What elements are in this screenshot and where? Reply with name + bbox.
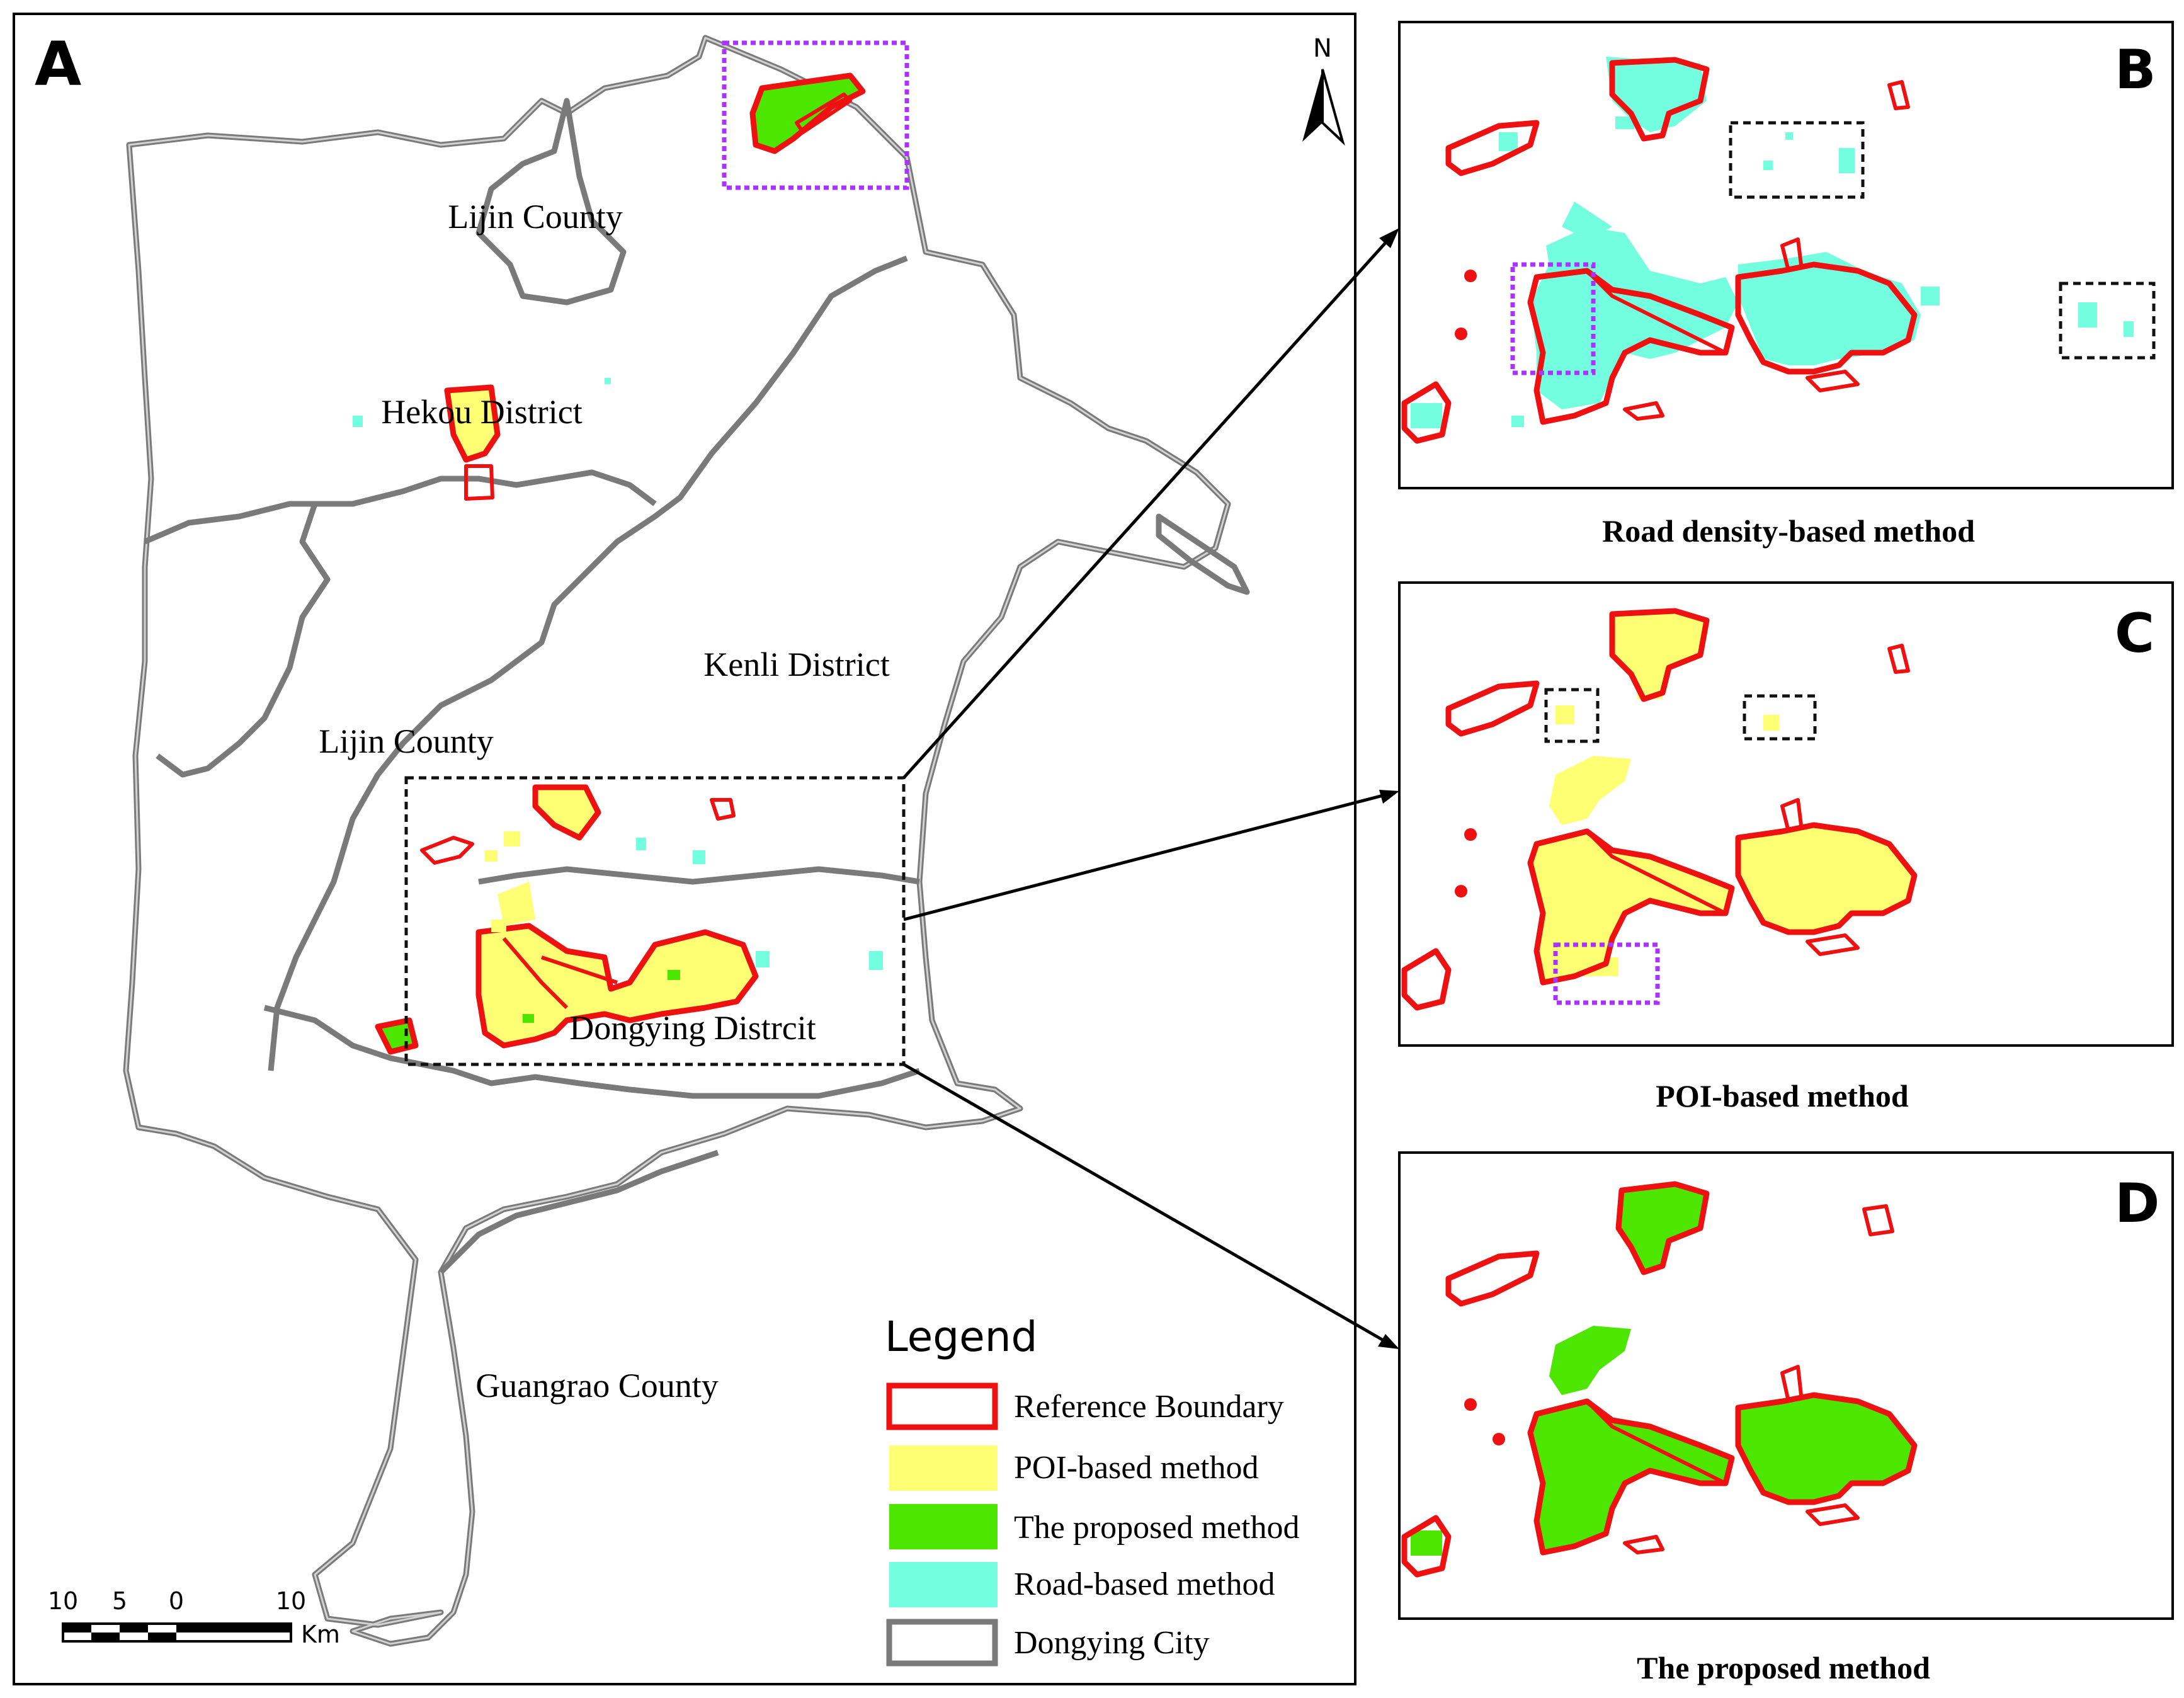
dongying-reference-boundary [475, 923, 759, 1049]
scale-tick-2: 0 [169, 1587, 184, 1615]
scale-tick-1: 5 [112, 1587, 127, 1615]
scale-bar: 10 5 0 10 Km [48, 1587, 340, 1648]
panel-b-box-1 [1729, 121, 1865, 199]
panel-d-caption: The proposed method [1637, 1650, 1930, 1685]
legend-label-reference-boundary: Reference Boundary [1014, 1389, 1284, 1425]
label-hekou-district: Hekou District [381, 393, 582, 431]
legend-label-poi: POI-based method [1014, 1450, 1258, 1486]
legend-swatch-reference-boundary [886, 1382, 998, 1430]
legend-label-dongying-city: Dongying City [1014, 1625, 1210, 1661]
panel-b-box-2 [2059, 282, 2156, 360]
guangrao-boundary [438, 1149, 719, 1275]
north-arrow-right-half [1321, 69, 1345, 146]
panel-c-caption: POI-based method [1656, 1078, 1909, 1114]
scale-tick-3: 10 [276, 1587, 306, 1615]
lijin-south-boundary [156, 503, 331, 778]
north-arrow-left-half [1302, 69, 1322, 142]
panel-d: D [1398, 1151, 2174, 1620]
scale-tick-0: 10 [48, 1587, 78, 1615]
hekou-kenli-boundary [268, 255, 908, 1071]
panel-b-letter: B [2115, 38, 2156, 101]
label-dongying-district: Dongying Distrcit [569, 1009, 816, 1047]
legend-swatch-poi [889, 1445, 998, 1491]
panel-a-study-area-box [404, 776, 906, 1066]
panel-a-purple-highlight-box [722, 40, 909, 190]
panel-c-box-1 [1544, 688, 1600, 743]
dongying-district-boundary [263, 1005, 921, 1099]
panel-c-letter: C [2115, 602, 2154, 665]
label-lijin-county-north: Lijin County [448, 198, 623, 236]
panel-b: B [1398, 21, 2174, 489]
legend-label-proposed: The proposed method [1014, 1510, 1299, 1546]
panel-c-purple-box [1553, 942, 1660, 1005]
river-line [478, 866, 920, 885]
connector-arrows [902, 228, 1399, 1349]
hekou-south-boundary [144, 469, 657, 545]
label-kenli-district: Kenli District [703, 646, 889, 683]
lijin-north-boundary [475, 98, 627, 305]
panel-d-letter: D [2115, 1172, 2159, 1235]
label-lijin-county-south: Lijin County [319, 722, 494, 760]
panel-a-urban-areas [353, 72, 883, 1055]
legend-label-road: Road-based method [1014, 1566, 1275, 1602]
panel-c-box-2 [1743, 694, 1817, 741]
panel-a-frame [13, 13, 1356, 1685]
coastal-sliver [1156, 513, 1250, 595]
legend-swatch-dongying-city [886, 1619, 998, 1667]
panel-a-letter: A [35, 29, 81, 100]
legend-title: Legend [885, 1313, 1037, 1361]
panel-a: A [13, 13, 1356, 1685]
scale-unit: Km [301, 1621, 340, 1648]
hekou-reference-boundary [444, 384, 501, 463]
label-guangrao-county: Guangrao County [475, 1367, 718, 1405]
panel-b-caption: Road density-based method [1602, 513, 1975, 549]
panel-c: C [1398, 581, 2174, 1047]
legend: Legend Reference Boundary POI-based meth… [885, 1313, 1299, 1667]
north-arrow: N [1302, 34, 1345, 146]
north-arrow-label: N [1313, 34, 1332, 63]
panel-b-purple-box [1510, 262, 1596, 375]
dongying-city-boundaries [123, 35, 1250, 1647]
legend-swatch-proposed [889, 1504, 998, 1549]
legend-swatch-road [889, 1562, 998, 1607]
